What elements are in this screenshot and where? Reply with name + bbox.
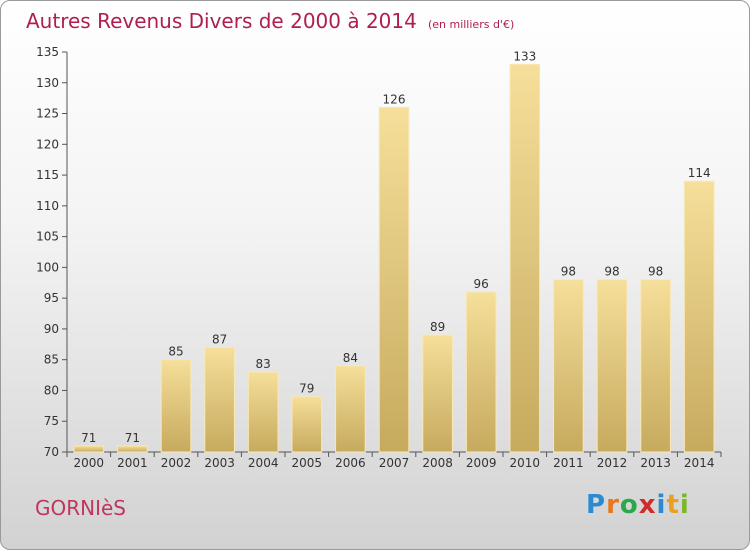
- bar-value-label: 87: [212, 332, 227, 346]
- logo-letter: i: [656, 490, 667, 520]
- x-tick-label: 2008: [422, 456, 453, 470]
- bar: [117, 445, 148, 453]
- bar: [73, 445, 105, 453]
- bar: [247, 371, 279, 453]
- bar-value-label: 98: [648, 265, 663, 279]
- bar-value-label: 85: [168, 345, 183, 359]
- bar-value-label: 126: [383, 92, 406, 106]
- x-tick-label: 2006: [335, 456, 366, 470]
- y-tick-label: 105: [36, 230, 59, 244]
- x-tick-label: 2012: [597, 456, 628, 470]
- bar: [204, 346, 235, 453]
- bar: [509, 63, 541, 453]
- bar: [596, 279, 628, 453]
- y-tick-label: 115: [36, 168, 59, 182]
- x-tick-label: 2003: [204, 456, 235, 470]
- commune-name: GORNIèS: [35, 496, 126, 520]
- bar-value-label: 96: [474, 277, 489, 291]
- x-tick-label: 2004: [248, 456, 279, 470]
- x-tick-label: 2011: [553, 456, 584, 470]
- bar-value-label: 98: [604, 265, 619, 279]
- x-tick-label: 2010: [510, 456, 541, 470]
- bar-value-label: 89: [430, 320, 445, 334]
- y-tick-label: 100: [36, 260, 59, 274]
- bar: [683, 180, 715, 453]
- bar: [378, 106, 410, 453]
- bars: 71 71 85 87 83 79 84 126 89 96 133 98 98 98 114: [73, 49, 715, 453]
- bar: [160, 359, 192, 453]
- bar: [465, 291, 497, 453]
- x-tick-label: 2014: [684, 456, 715, 470]
- logo-letter: i: [679, 490, 690, 520]
- x-tick-label: 2001: [117, 456, 148, 470]
- y-tick-label: 70: [44, 445, 59, 459]
- axes: 70 75 80 85 90 95 100 105 110 115 120 125 130 135 2000…: [36, 45, 722, 470]
- bar-value-label: 98: [561, 265, 576, 279]
- logo-letter: o: [619, 490, 639, 520]
- x-tick-label: 2002: [161, 456, 192, 470]
- bar-value-label: 114: [688, 166, 711, 180]
- logo-letter: P: [586, 490, 607, 520]
- proxiti-logo: Proxiti: [586, 490, 690, 520]
- x-tick-label: 2005: [292, 456, 323, 470]
- y-tick-label: 130: [36, 76, 59, 90]
- y-tick-label: 120: [36, 137, 59, 151]
- bar: [335, 365, 366, 453]
- logo-letter: r: [606, 490, 620, 520]
- bar: [422, 334, 453, 453]
- logo-letter: t: [666, 490, 680, 520]
- bar-value-label: 79: [299, 382, 314, 396]
- bar-value-label: 71: [125, 431, 140, 445]
- bar-value-label: 71: [81, 431, 96, 445]
- bar: [640, 279, 671, 453]
- bar: [553, 279, 584, 453]
- x-tick-label: 2007: [379, 456, 410, 470]
- y-tick-label: 95: [44, 291, 59, 305]
- chart-unit: (en milliers d'€): [427, 18, 515, 31]
- chart-title: Autres Revenus Divers de 2000 à 2014: [26, 9, 417, 33]
- bar-value-label: 83: [256, 357, 271, 371]
- y-tick-label: 85: [44, 353, 59, 367]
- title-row: Autres Revenus Divers de 2000 à 2014 (en…: [26, 9, 514, 33]
- x-tick-label: 2013: [640, 456, 671, 470]
- x-tick-label: 2000: [74, 456, 105, 470]
- bar-value-label: 133: [513, 49, 536, 63]
- logo-letter: x: [638, 490, 657, 520]
- bar-value-label: 84: [343, 351, 358, 365]
- y-tick-label: 80: [44, 383, 59, 397]
- y-tick-label: 135: [36, 45, 59, 59]
- y-tick-label: 110: [36, 199, 59, 213]
- y-tick-label: 75: [44, 414, 59, 428]
- bar: [291, 396, 323, 453]
- x-tick-label: 2009: [466, 456, 497, 470]
- y-tick-label: 125: [36, 107, 59, 121]
- y-tick-label: 90: [44, 322, 59, 336]
